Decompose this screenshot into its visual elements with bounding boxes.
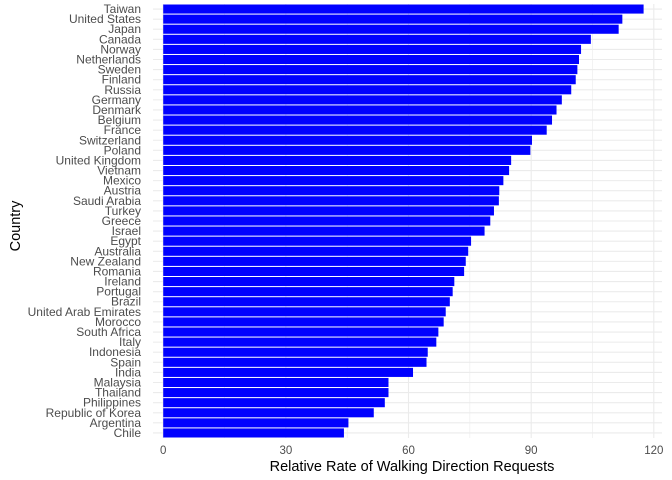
y-tick-label: Indonesia xyxy=(89,345,141,359)
y-tick-label: Greece xyxy=(102,214,142,228)
bar-spain xyxy=(163,357,427,367)
bar-portugal xyxy=(163,287,453,297)
bar-malaysia xyxy=(163,377,389,388)
y-tick-label: Norway xyxy=(100,42,141,56)
bar-denmark xyxy=(163,105,557,115)
y-tick-label: Germany xyxy=(92,93,141,107)
bar-belgium xyxy=(163,115,553,125)
y-tick-label: Ireland xyxy=(104,275,141,289)
y-tick-label: Japan xyxy=(108,22,141,36)
y-tick-label: Portugal xyxy=(96,285,141,299)
bar-italy xyxy=(163,337,437,347)
y-tick-label: Argentina xyxy=(90,416,142,430)
bar-argentina xyxy=(163,418,349,428)
bar-netherlands xyxy=(163,54,580,65)
bar-indonesia xyxy=(163,347,428,357)
y-tick-label: India xyxy=(115,365,141,379)
bar-romania xyxy=(163,266,465,277)
bar-germany xyxy=(163,95,562,105)
y-tick-label: Australia xyxy=(94,244,141,258)
y-tick-label: Poland xyxy=(104,143,141,157)
bar-austria xyxy=(163,186,500,196)
x-tick-label: 0 xyxy=(160,445,166,457)
y-tick-label: Finland xyxy=(102,73,141,87)
y-tick-label: Israel xyxy=(112,224,141,238)
y-tick-label: Russia xyxy=(104,83,141,97)
bar-finland xyxy=(163,75,576,85)
y-tick-label: Taiwan xyxy=(104,2,141,16)
bar-saudi-arabia xyxy=(163,196,499,206)
x-tick-labels: 0 30 60 90 120 xyxy=(160,445,663,457)
bar-poland xyxy=(163,145,531,155)
y-tick-label: Austria xyxy=(104,184,142,198)
x-tick-label: 120 xyxy=(644,445,663,457)
y-tick-label: Brazil xyxy=(111,295,141,309)
y-tick-label: Netherlands xyxy=(76,53,141,67)
x-tick-label: 60 xyxy=(402,445,415,457)
x-tick-label: 30 xyxy=(279,445,292,457)
bar-canada xyxy=(163,34,591,44)
bar-brazil xyxy=(163,297,450,307)
y-tick-label: Malaysia xyxy=(94,375,142,389)
y-tick-label: Romania xyxy=(93,264,141,278)
bar-greece xyxy=(163,216,491,226)
bars xyxy=(163,4,644,438)
bar-united-arab-emirates xyxy=(163,307,446,317)
bar-republic-of-korea xyxy=(163,408,374,418)
y-tick-label: Vietnam xyxy=(97,164,141,178)
bar-chile xyxy=(163,428,344,438)
bar-morocco xyxy=(163,317,444,327)
bar-israel xyxy=(163,226,485,236)
y-tick-label: Spain xyxy=(110,355,141,369)
y-tick-label: Republic of Korea xyxy=(46,406,142,420)
y-tick-label: United Arab Emirates xyxy=(28,305,141,319)
bar-vietnam xyxy=(163,165,510,176)
y-tick-label: Chile xyxy=(114,426,142,440)
bar-sweden xyxy=(163,65,578,75)
y-tick-label: Canada xyxy=(99,32,141,46)
bar-turkey xyxy=(163,206,494,216)
y-tick-label: United States xyxy=(69,12,141,26)
y-tick-label: Denmark xyxy=(92,103,142,117)
y-axis-title: Country xyxy=(8,200,24,252)
y-tick-label: France xyxy=(104,123,142,137)
y-tick-label: Belgium xyxy=(98,113,141,127)
y-tick-label: Sweden xyxy=(98,63,141,77)
y-tick-label: Turkey xyxy=(105,204,141,218)
y-tick-label: Philippines xyxy=(83,396,141,410)
x-axis-title: Relative Rate of Walking Direction Reque… xyxy=(270,459,555,475)
bar-taiwan xyxy=(163,4,644,14)
bar-france xyxy=(163,125,547,135)
bar-russia xyxy=(163,85,572,95)
bar-new-zealand xyxy=(163,256,466,266)
bar-australia xyxy=(163,246,469,256)
y-tick-label: Italy xyxy=(119,335,141,349)
y-tick-label: Thailand xyxy=(95,386,141,400)
y-tick-label: Saudi Arabia xyxy=(73,194,141,208)
y-tick-label: New Zealand xyxy=(70,254,141,268)
bar-mexico xyxy=(163,176,504,186)
y-tick-label: Switzerland xyxy=(79,133,141,147)
bar-norway xyxy=(163,44,582,54)
y-tick-label: Morocco xyxy=(95,315,141,329)
bar-philippines xyxy=(163,398,385,408)
y-tick-label: United Kingdom xyxy=(56,153,141,167)
bar-egypt xyxy=(163,236,472,246)
y-tick-label: South Africa xyxy=(76,325,141,339)
x-tick-label: 90 xyxy=(525,445,538,457)
y-tick-label: Egypt xyxy=(110,234,141,248)
bar-switzerland xyxy=(163,135,532,145)
y-tick-label: Mexico xyxy=(103,174,141,188)
bar-japan xyxy=(163,24,619,34)
bar-thailand xyxy=(163,388,389,398)
bar-ireland xyxy=(163,277,455,287)
bar-united-kingdom xyxy=(163,155,512,165)
bar-united-states xyxy=(163,14,623,24)
bar-south-africa xyxy=(163,327,439,337)
bar-india xyxy=(163,367,414,377)
